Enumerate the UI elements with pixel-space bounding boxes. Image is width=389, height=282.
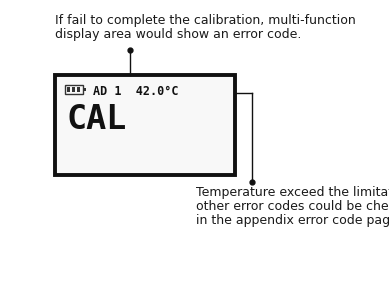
Text: Temperature exceed the limitations,: Temperature exceed the limitations,: [196, 186, 389, 199]
Bar: [55, 75, 235, 175]
Text: in the appendix error code page.: in the appendix error code page.: [196, 214, 389, 227]
Text: If fail to complete the calibration, multi-function: If fail to complete the calibration, mul…: [55, 14, 356, 27]
Text: display area would show an error code.: display area would show an error code.: [55, 28, 301, 41]
Bar: [67, 87, 70, 92]
Bar: [65, 85, 83, 94]
Text: CAL: CAL: [67, 103, 127, 136]
Bar: [77, 87, 80, 92]
Bar: [72, 87, 75, 92]
Bar: [83, 88, 86, 91]
Text: AD 1  42.0°C: AD 1 42.0°C: [93, 85, 179, 98]
Text: other error codes could be checked: other error codes could be checked: [196, 200, 389, 213]
